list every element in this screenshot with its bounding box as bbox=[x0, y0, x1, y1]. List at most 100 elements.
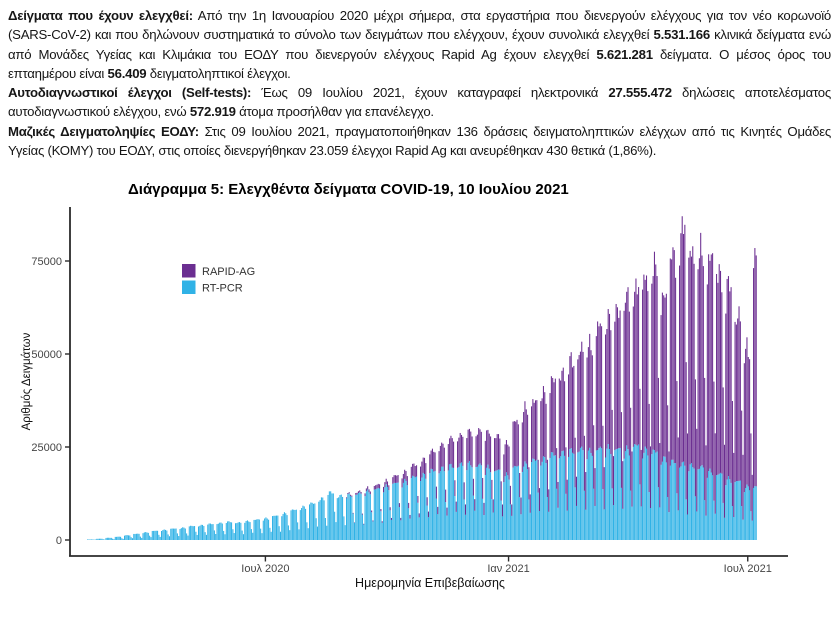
bar-rt-pcr bbox=[235, 523, 237, 540]
bar-rapid-ag bbox=[575, 476, 578, 506]
bar-rapid-ag bbox=[685, 362, 687, 500]
bar-rapid-ag bbox=[573, 365, 575, 454]
bar-rt-pcr bbox=[291, 509, 293, 540]
bar-rt-pcr bbox=[236, 523, 238, 540]
bar-rapid-ag bbox=[708, 254, 710, 472]
bar-rt-pcr bbox=[643, 452, 645, 540]
bar-rt-pcr bbox=[256, 519, 258, 540]
bar-rt-pcr bbox=[393, 482, 395, 540]
bar-rt-pcr bbox=[602, 489, 604, 540]
bar-rt-pcr bbox=[512, 467, 514, 540]
bar-rt-pcr bbox=[231, 522, 233, 540]
bar-rapid-ag bbox=[664, 297, 666, 457]
bar-rt-pcr bbox=[508, 479, 510, 540]
bar-rapid-ag bbox=[560, 380, 562, 457]
bar-rt-pcr bbox=[211, 524, 213, 540]
bar-rapid-ag bbox=[663, 295, 665, 457]
bar-rapid-ag bbox=[441, 442, 443, 467]
bar-rt-pcr bbox=[696, 511, 698, 540]
bar-rt-pcr bbox=[117, 536, 119, 540]
bar-rapid-ag bbox=[357, 491, 359, 493]
bar-rt-pcr bbox=[361, 514, 363, 540]
bar-rapid-ag bbox=[439, 445, 441, 472]
chart-title: Διάγραμμα 5: Ελεγχθέντα δείγματα COVID-1… bbox=[128, 181, 569, 198]
bar-rapid-ag bbox=[457, 441, 459, 468]
bar-rapid-ag bbox=[566, 479, 568, 511]
bar-rapid-ag bbox=[400, 517, 402, 521]
bar-rt-pcr bbox=[545, 462, 547, 540]
bar-rt-pcr bbox=[714, 513, 716, 540]
bar-rt-pcr bbox=[106, 537, 108, 540]
bar-rt-pcr bbox=[306, 522, 308, 540]
bar-rt-pcr bbox=[675, 463, 677, 540]
bar-rt-pcr bbox=[713, 500, 715, 540]
bar-rapid-ag bbox=[406, 476, 408, 486]
bar-rt-pcr bbox=[575, 505, 578, 540]
bar-rt-pcr bbox=[472, 495, 474, 540]
bar-rapid-ag bbox=[446, 507, 448, 516]
y-axis-title: Αριθμός Δειγμάτων bbox=[21, 332, 33, 430]
bar-rapid-ag bbox=[550, 376, 552, 453]
bar-rapid-ag bbox=[459, 432, 461, 464]
bar-rapid-ag bbox=[557, 481, 559, 508]
bar-rapid-ag bbox=[368, 489, 370, 493]
bar-rt-pcr bbox=[417, 502, 419, 540]
bar-rapid-ag bbox=[746, 337, 748, 485]
bar-rt-pcr bbox=[180, 528, 182, 540]
bar-rt-pcr bbox=[110, 537, 112, 540]
bar-rt-pcr bbox=[579, 447, 581, 540]
bar-rt-pcr bbox=[336, 498, 338, 540]
bar-rt-pcr bbox=[172, 528, 174, 540]
bar-rt-pcr bbox=[158, 534, 160, 540]
bar-rt-pcr bbox=[167, 534, 169, 540]
bar-rt-pcr bbox=[531, 462, 533, 540]
bar-rt-pcr bbox=[640, 506, 642, 540]
bar-rt-pcr bbox=[326, 525, 328, 540]
bar-rt-pcr bbox=[471, 467, 473, 540]
bar-rapid-ag bbox=[571, 367, 574, 453]
bar-rt-pcr bbox=[730, 482, 732, 540]
bar-rt-pcr bbox=[597, 450, 599, 540]
bar-rt-pcr bbox=[195, 531, 197, 540]
bar-rt-pcr bbox=[178, 536, 180, 540]
bar-rt-pcr bbox=[638, 444, 640, 540]
bar-rt-pcr bbox=[729, 479, 731, 540]
bar-rt-pcr bbox=[310, 502, 312, 540]
bar-rt-pcr bbox=[454, 496, 456, 540]
bar-rt-pcr bbox=[751, 520, 753, 540]
bar-rt-pcr bbox=[739, 480, 741, 540]
bar-rt-pcr bbox=[98, 538, 100, 540]
bar-rapid-ag bbox=[753, 268, 755, 488]
bar-rt-pcr bbox=[217, 523, 219, 540]
bar-rt-pcr bbox=[381, 522, 383, 540]
bar-rt-pcr bbox=[215, 533, 217, 540]
bar-rt-pcr bbox=[585, 509, 587, 540]
bar-rapid-ag bbox=[426, 497, 428, 506]
bar-rt-pcr bbox=[565, 493, 567, 540]
bar-rt-pcr bbox=[246, 520, 248, 540]
bar-rapid-ag bbox=[431, 448, 433, 470]
bar-rapid-ag bbox=[618, 317, 620, 449]
bar-rt-pcr bbox=[377, 487, 379, 540]
bar-rt-pcr bbox=[124, 535, 126, 540]
bar-rt-pcr bbox=[100, 538, 102, 540]
bar-rapid-ag bbox=[668, 451, 670, 513]
bar-rapid-ag bbox=[468, 428, 470, 461]
bar-rt-pcr bbox=[89, 539, 91, 540]
bar-rapid-ag bbox=[520, 497, 522, 515]
bar-rt-pcr bbox=[722, 502, 724, 540]
bar-rt-pcr bbox=[697, 469, 699, 540]
emphasized-text: 5.531.166 bbox=[653, 27, 710, 43]
bar-rt-pcr bbox=[323, 500, 325, 540]
bar-rapid-ag bbox=[716, 273, 718, 476]
bar-rt-pcr bbox=[569, 449, 571, 540]
bar-rt-pcr bbox=[397, 482, 399, 540]
bar-rapid-ag bbox=[451, 438, 453, 468]
bar-rapid-ag bbox=[532, 399, 534, 459]
bar-rt-pcr bbox=[450, 463, 452, 540]
bar-rapid-ag bbox=[369, 491, 371, 495]
bar-rt-pcr bbox=[414, 477, 416, 540]
bar-rt-pcr bbox=[667, 497, 669, 540]
bar-rapid-ag bbox=[671, 259, 673, 460]
